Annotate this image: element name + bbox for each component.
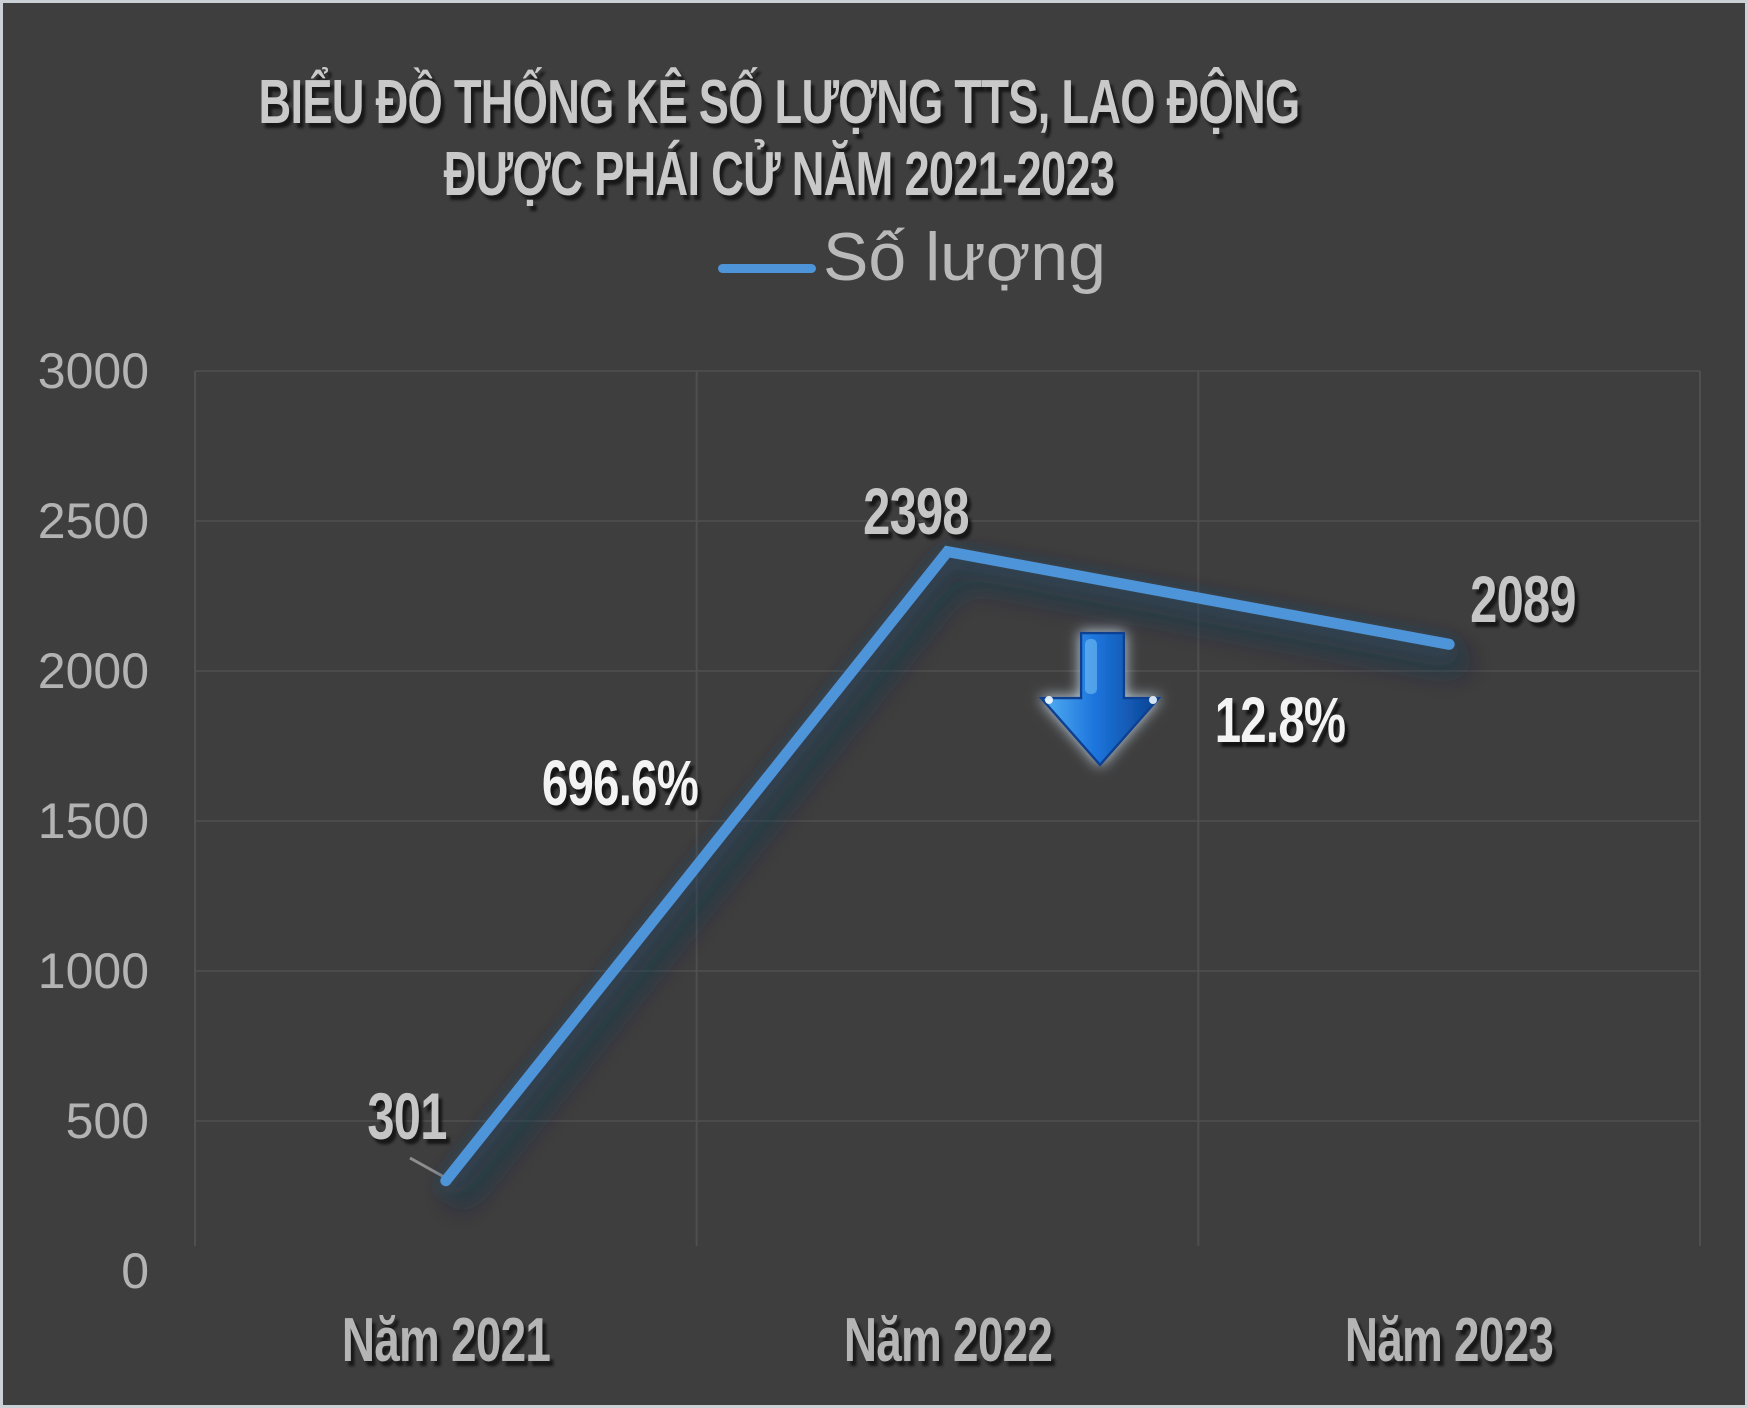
plot-area (194, 370, 1701, 1246)
x-axis-label-2023: Năm 2023 (1344, 1306, 1554, 1375)
y-axis-tick-label-2000: 2000 (37, 643, 149, 699)
series-line (440, 545, 1455, 1187)
annotation-decrease-between-2022-2023: 12.8% (1214, 684, 1346, 756)
y-axis-tick-label-0: 0 (121, 1243, 149, 1299)
y-axis-tick-label-1000: 1000 (37, 943, 149, 999)
chart-title-line-1: BIỂU ĐỒ THỐNG KÊ SỐ LƯỢNG TTS, LAO ĐỘNG (258, 68, 1301, 137)
y-axis-tick-label-3000: 3000 (37, 343, 149, 399)
chart-title-line-2: ĐƯỢC PHÁI CỬ NĂM 2021-2023 (443, 140, 1115, 209)
y-axis-tick-label-2500: 2500 (37, 493, 149, 549)
y-axis-tick-label-500: 500 (65, 1093, 149, 1149)
y-axis-tick-label-1500: 1500 (37, 793, 149, 849)
data-label-2089: 2089 (1470, 562, 1576, 636)
x-axis-label-2022: Năm 2022 (843, 1306, 1052, 1375)
leader-line-301 (409, 1156, 447, 1180)
legend-line-swatch (718, 264, 816, 273)
down-arrow-icon (1038, 631, 1162, 767)
annotation-increase-between-2021-2022: 696.6% (541, 747, 699, 819)
x-axis-label-2021: Năm 2021 (341, 1306, 551, 1375)
legend-label: Số lượng (823, 219, 1106, 295)
vertical-gridlines (194, 371, 1701, 1246)
data-label-2398: 2398 (863, 474, 969, 548)
horizontal-gridlines (195, 370, 1700, 1122)
data-label-301: 301 (367, 1079, 447, 1153)
